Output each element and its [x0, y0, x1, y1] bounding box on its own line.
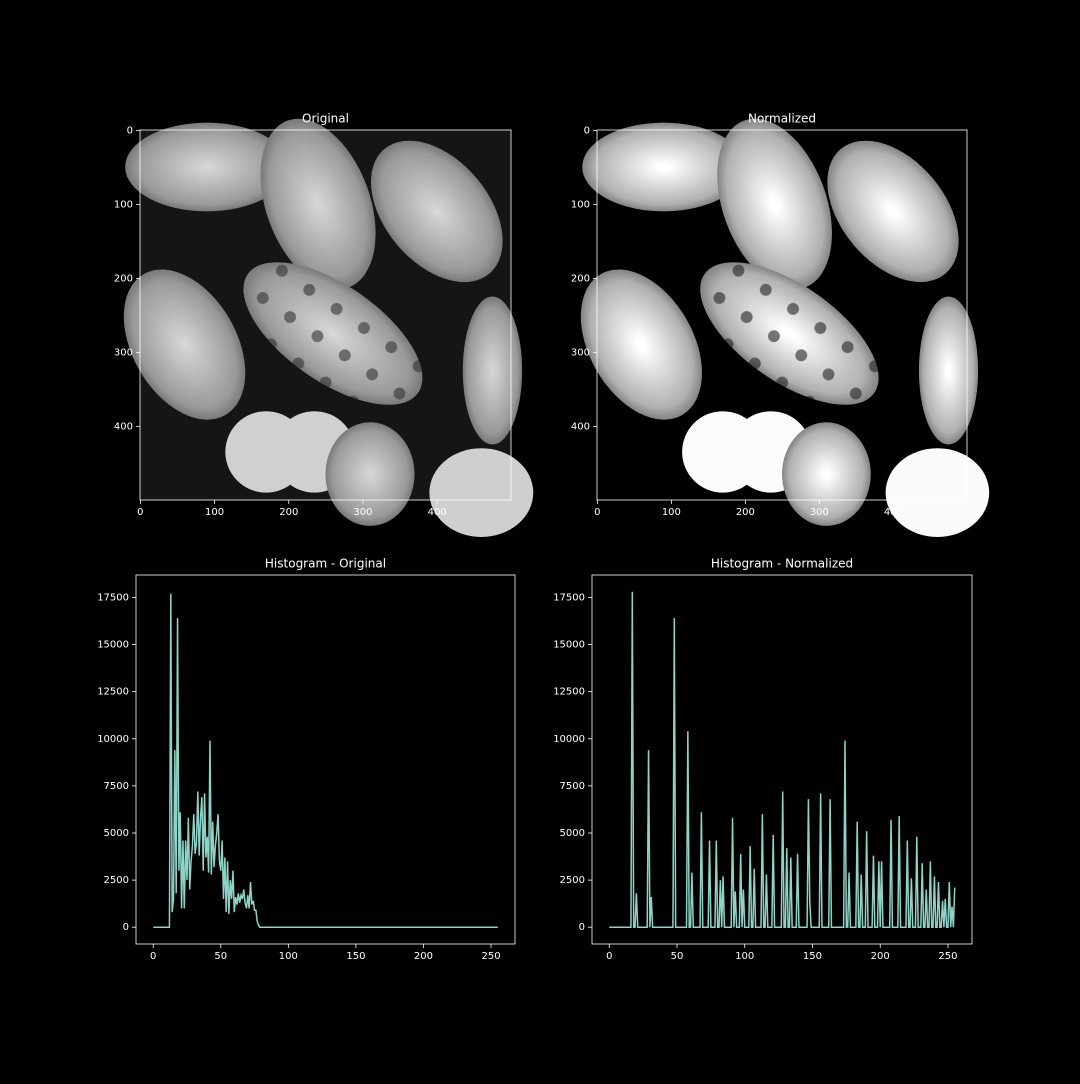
x-tick-label: 0	[137, 507, 143, 518]
x-tick-label: 100	[205, 507, 224, 518]
y-tick-label: 2500	[104, 875, 129, 886]
axes-frame	[596, 129, 968, 501]
x-tick-label: 400	[884, 507, 903, 518]
x-tick-label: 0	[606, 951, 612, 962]
subplot: Normalized 0 100 200 300 400 0 100 200 300 400	[555, 102, 990, 537]
y-tick-label: 400	[114, 421, 133, 432]
y-tick-label: 7500	[104, 781, 129, 792]
y-tick-label: 100	[571, 199, 590, 210]
x-tick-label: 200	[279, 507, 298, 518]
y-tick-label: 0	[127, 125, 133, 136]
x-tick-label: 100	[662, 507, 681, 518]
y-tick-label: 10000	[553, 734, 585, 745]
x-tick-label: 0	[150, 951, 156, 962]
axes-frame	[591, 574, 973, 945]
y-tick-label: 300	[114, 347, 133, 358]
y-tick-label: 7500	[560, 781, 585, 792]
y-tick-label: 12500	[553, 687, 585, 698]
subplot-title: Original	[302, 112, 349, 126]
x-tick-label: 300	[810, 507, 829, 518]
axes-frame	[139, 129, 512, 501]
y-tick-label: 0	[579, 922, 585, 933]
x-tick-label: 300	[353, 507, 372, 518]
x-tick-label: 250	[938, 951, 957, 962]
x-tick-label: 0	[594, 507, 600, 518]
y-tick-label: 100	[114, 199, 133, 210]
y-tick-label: 0	[584, 125, 590, 136]
y-tick-label: 15000	[97, 640, 129, 651]
y-tick-label: 5000	[104, 828, 129, 839]
image	[555, 102, 990, 537]
x-tick-label: 200	[414, 951, 433, 962]
y-tick-label: 5000	[560, 828, 585, 839]
x-tick-label: 100	[735, 951, 754, 962]
x-tick-label: 400	[428, 507, 447, 518]
y-tick-label: 2500	[560, 875, 585, 886]
y-tick-label: 15000	[553, 640, 585, 651]
subplot-title: Normalized	[748, 112, 816, 126]
y-tick-label: 17500	[97, 592, 129, 603]
x-tick-label: 250	[481, 951, 500, 962]
y-tick-label: 200	[114, 273, 133, 284]
y-tick-label: 17500	[553, 592, 585, 603]
x-tick-label: 150	[803, 951, 822, 962]
axes-frame	[135, 574, 516, 945]
x-tick-label: 50	[671, 951, 684, 962]
x-tick-label: 150	[346, 951, 365, 962]
y-tick-label: 400	[571, 421, 590, 432]
y-tick-label: 10000	[97, 734, 129, 745]
line	[153, 593, 498, 928]
y-tick-label: 300	[571, 347, 590, 358]
image	[98, 102, 534, 537]
subplot-title: Histogram - Normalized	[711, 557, 853, 571]
y-tick-label: 0	[123, 922, 129, 933]
x-tick-label: 200	[736, 507, 755, 518]
x-tick-label: 50	[214, 951, 227, 962]
x-tick-label: 200	[871, 951, 890, 962]
line	[609, 591, 956, 928]
x-tick-label: 100	[279, 951, 298, 962]
subplot-title: Histogram - Original	[265, 557, 386, 571]
y-tick-label: 12500	[97, 687, 129, 698]
y-tick-label: 200	[571, 273, 590, 284]
subplot: Original 0 100 200 300 400 0 100 200 300 400	[98, 102, 534, 537]
